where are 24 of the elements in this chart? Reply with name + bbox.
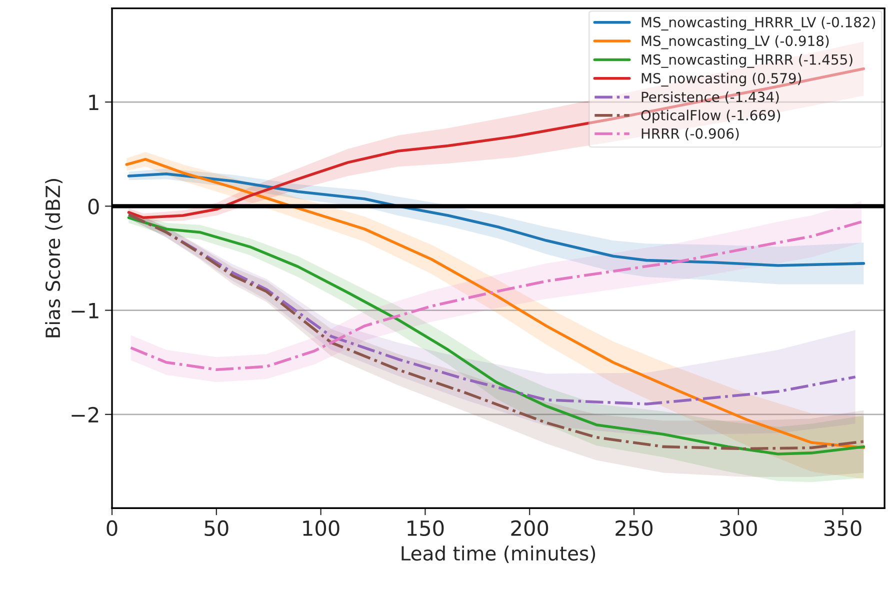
legend-label: MS_nowcasting_LV (-0.918) — [642, 35, 829, 50]
x-tick-label: 200 — [511, 520, 548, 536]
x-tick-label: 100 — [303, 520, 340, 536]
line-series — [129, 220, 863, 372]
legend-label: Persistence (-1.434) — [642, 91, 779, 104]
x-tick-label: 350 — [824, 520, 862, 536]
y-tick-label: −1 — [72, 303, 98, 318]
x-tick-label: 250 — [616, 520, 652, 536]
x-axis-title: Lead time (minutes) — [402, 546, 596, 563]
line-series — [127, 172, 866, 267]
legend-label: OpticalFlow (-1.669) — [641, 110, 780, 124]
y-axis-title: Bias Score (dBZ) — [45, 179, 62, 338]
line-series — [127, 67, 866, 220]
legend-label: MS_nowcasting_HRRR_LV (-0.182) — [642, 16, 876, 30]
x-tick-label: 50 — [204, 520, 228, 536]
legend-label: HRRR (-0.906) — [642, 128, 739, 140]
legend-label: MS_nowcasting_HRRR (-1.455) — [642, 54, 852, 68]
x-tick-label: 150 — [408, 520, 444, 536]
legend-label: MS_nowcasting (0.579) — [642, 72, 802, 87]
y-tick-label: 1 — [89, 94, 98, 110]
y-tick-label: −2 — [72, 406, 98, 422]
x-tick-label: 300 — [720, 520, 757, 536]
x-tick-label: 0 — [106, 520, 118, 536]
y-tick-label: 0 — [88, 198, 99, 214]
